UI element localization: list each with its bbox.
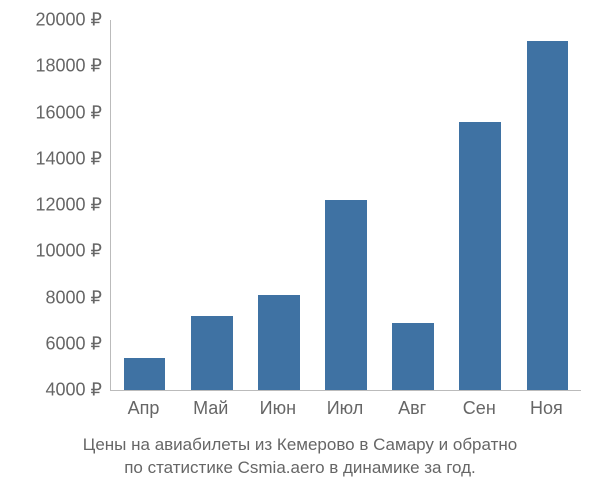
plot-area [110,20,581,391]
y-tick-label: 8000 ₽ [2,287,102,308]
bar [527,41,569,390]
x-tick-label: Май [193,398,228,419]
bar [124,358,166,390]
y-tick-label: 6000 ₽ [2,333,102,354]
y-tick-label: 10000 ₽ [2,241,102,262]
y-tick-label: 14000 ₽ [2,148,102,169]
y-tick-label: 18000 ₽ [2,56,102,77]
bar [191,316,233,390]
x-tick-label: Июн [260,398,296,419]
x-tick-label: Авг [398,398,426,419]
x-tick-label: Июл [327,398,364,419]
x-tick-label: Ноя [530,398,563,419]
y-tick-label: 16000 ₽ [2,102,102,123]
bar [258,295,300,390]
bar [392,323,434,390]
y-tick-label: 12000 ₽ [2,195,102,216]
caption-line-2: по статистике Csmia.aero в динамике за г… [124,458,476,477]
price-bar-chart: 4000 ₽ 6000 ₽ 8000 ₽ 10000 ₽ 12000 ₽ 14000 ₽ 1… [0,0,600,500]
y-tick-label: 4000 ₽ [2,380,102,401]
chart-caption: Цены на авиабилеты из Кемерово в Самару … [0,434,600,480]
bar [325,200,367,390]
x-tick-label: Апр [128,398,160,419]
y-tick-label: 20000 ₽ [2,10,102,31]
caption-line-1: Цены на авиабилеты из Кемерово в Самару … [83,435,517,454]
x-tick-label: Сен [463,398,496,419]
bar [459,122,501,390]
